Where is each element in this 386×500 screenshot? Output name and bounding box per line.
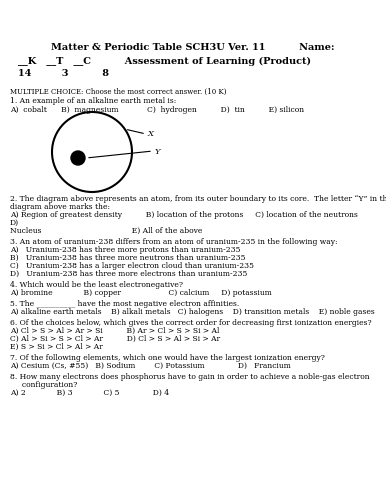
Text: D)   Uranium-238 has three more electrons than uranium-235: D) Uranium-238 has three more electrons … xyxy=(10,270,247,278)
Text: 3. An atom of uranium-238 differs from an atom of uranium-235 in the following w: 3. An atom of uranium-238 differs from a… xyxy=(10,238,338,246)
Text: A) 2             B) 3             C) 5              D) 4: A) 2 B) 3 C) 5 D) 4 xyxy=(10,389,169,397)
Text: 5. The __________ have the most negative electron affinities.: 5. The __________ have the most negative… xyxy=(10,300,239,308)
Text: D): D) xyxy=(10,219,19,227)
Text: A)  cobalt      B)  magnesium            C)  hydrogen          D)  tin          : A) cobalt B) magnesium C) hydrogen D) ti… xyxy=(10,106,304,114)
Text: A) Cesium (Cs, #55)   B) Sodium        C) Potassium              D)   Francium: A) Cesium (Cs, #55) B) Sodium C) Potassi… xyxy=(10,362,291,370)
Text: Matter & Periodic Table SCH3U Ver. 11          Name:: Matter & Periodic Table SCH3U Ver. 11 Na… xyxy=(51,43,335,52)
Text: Nucleus                                      E) All of the above: Nucleus E) All of the above xyxy=(10,227,202,235)
Text: diagram above marks the:: diagram above marks the: xyxy=(10,203,110,211)
Text: A) bromine             B) copper                    C) calcium     D) potassium: A) bromine B) copper C) calcium D) potas… xyxy=(10,289,272,297)
Text: Y: Y xyxy=(155,148,161,156)
Text: C)   Uranium-238 has a larger electron cloud than uranium-235: C) Uranium-238 has a larger electron clo… xyxy=(10,262,254,270)
Text: C) Al > Si > S > Cl > Ar          D) Cl > S > Al > Si > Ar: C) Al > Si > S > Cl > Ar D) Cl > S > Al … xyxy=(10,335,220,343)
Text: A) Cl > S > Al > Ar > Si          B) Ar > Cl > S > Si > Al: A) Cl > S > Al > Ar > Si B) Ar > Cl > S … xyxy=(10,327,219,335)
Text: A) Region of greatest density          B) location of the protons     C) locatio: A) Region of greatest density B) locatio… xyxy=(10,211,358,219)
Text: A) alkaline earth metals    B) alkali metals   C) halogens    D) transition meta: A) alkaline earth metals B) alkali metal… xyxy=(10,308,375,316)
Text: 1. An example of an alkaline earth metal is:: 1. An example of an alkaline earth metal… xyxy=(10,97,176,105)
Text: 2. The diagram above represents an atom, from its outer boundary to its core.  T: 2. The diagram above represents an atom,… xyxy=(10,195,386,203)
Text: A)   Uranium-238 has three more protons than uranium-235: A) Uranium-238 has three more protons th… xyxy=(10,246,240,254)
Text: __K   __T   __C          Assessment of Learning (Product): __K __T __C Assessment of Learning (Prod… xyxy=(18,57,311,66)
Text: MULTIPLE CHOICE: Choose the most correct answer. (10 K): MULTIPLE CHOICE: Choose the most correct… xyxy=(10,88,227,96)
Text: 6. Of the choices below, which gives the correct order for decreasing first ioni: 6. Of the choices below, which gives the… xyxy=(10,319,372,327)
Text: 14         3          8: 14 3 8 xyxy=(18,69,109,78)
Text: B)   Uranium-238 has three more neutrons than uranium-235: B) Uranium-238 has three more neutrons t… xyxy=(10,254,245,262)
Text: 8. How many electrons does phosphorus have to gain in order to achieve a noble-g: 8. How many electrons does phosphorus ha… xyxy=(10,373,370,381)
Text: configuration?: configuration? xyxy=(10,381,77,389)
Text: 7. Of the following elements, which one would have the largest ionization energy: 7. Of the following elements, which one … xyxy=(10,354,325,362)
Text: X: X xyxy=(148,130,154,138)
Circle shape xyxy=(71,151,85,165)
Text: 4. Which would be the least electronegative?: 4. Which would be the least electronegat… xyxy=(10,281,183,289)
Text: E) S > Si > Cl > Al > Ar: E) S > Si > Cl > Al > Ar xyxy=(10,343,103,351)
